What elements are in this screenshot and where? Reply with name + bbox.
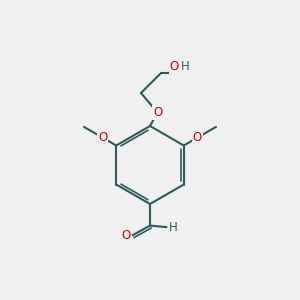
Text: O: O (153, 106, 162, 119)
Text: H: H (169, 220, 178, 234)
Text: H: H (181, 60, 190, 74)
Text: O: O (122, 229, 130, 242)
Text: O: O (169, 60, 178, 74)
Text: O: O (98, 131, 107, 144)
Text: O: O (193, 131, 202, 144)
